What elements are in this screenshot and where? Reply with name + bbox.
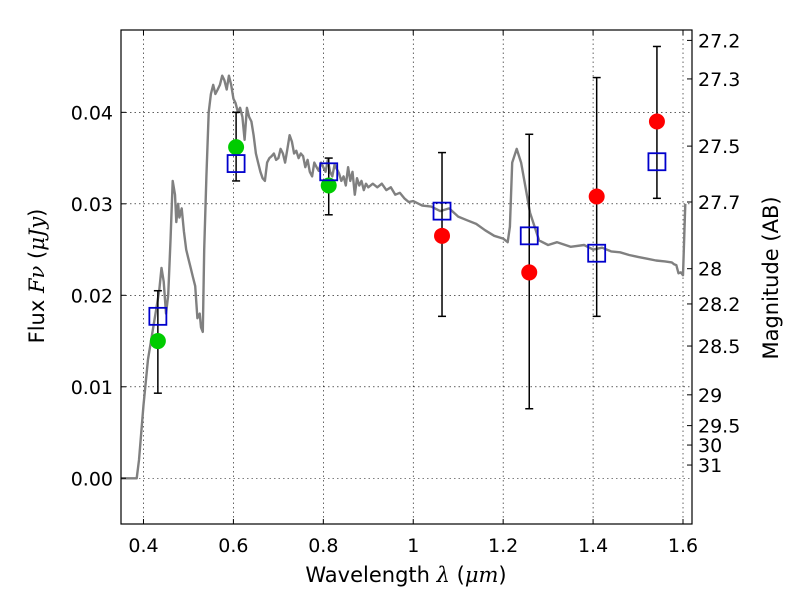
model-square-6 <box>647 152 667 172</box>
plot-frame <box>120 29 693 525</box>
mag-tick-label: 30 <box>698 435 722 457</box>
mag-tick-label: 27.5 <box>698 136 740 158</box>
y-tick-label: 0.01 <box>71 377 113 399</box>
mag-tick-label: 28.5 <box>698 336 740 358</box>
model-square-0 <box>148 306 168 326</box>
red-point-1 <box>521 264 538 281</box>
y-tick-label: 0.02 <box>71 285 113 307</box>
model-square-5 <box>587 243 607 263</box>
x-tick-label: 0.4 <box>128 535 158 557</box>
model-sed-layer <box>121 74 687 480</box>
x-tick-label: 0.6 <box>218 535 248 557</box>
mag-tick-label: 28.2 <box>698 294 740 316</box>
mag-tick-label: 27.3 <box>698 69 740 91</box>
y-tick-label: 0.00 <box>71 468 113 490</box>
model-square-2 <box>319 162 339 182</box>
model-square-3 <box>432 201 452 221</box>
x-tick-label: 1.2 <box>488 535 518 557</box>
mag-tick-label: 31 <box>698 455 722 477</box>
green-point-1 <box>228 139 245 156</box>
y-axis-label: Flux Fν (μJy) <box>25 209 49 344</box>
mag-tick-label: 29 <box>698 385 722 407</box>
mag-tick-label: 27.7 <box>698 192 740 214</box>
red-point-3 <box>648 113 665 130</box>
green-point-2 <box>320 177 337 194</box>
x-tick-label: 1.6 <box>668 535 698 557</box>
y-tick-label: 0.03 <box>71 194 113 216</box>
x-axis-label: Wavelength λ (μm) <box>305 563 506 587</box>
ticks: 0.4 0.6 0.8 1 1.2 1.4 1.6 0.00 0.01 0.02 0.03 0.04 2… <box>71 30 740 557</box>
mag-tick-label: 28 <box>698 259 722 281</box>
y2-axis-label: Magnitude (AB) <box>759 196 783 359</box>
points-layer <box>148 113 667 350</box>
mag-tick-label: 27.2 <box>698 30 740 52</box>
model-sed-line <box>121 74 687 480</box>
model-square-1 <box>226 154 246 173</box>
grid <box>121 30 692 524</box>
red-point-0 <box>434 227 451 244</box>
y-tick-label: 0.04 <box>71 102 113 124</box>
x-tick-label: 1.4 <box>578 535 608 557</box>
mag-tick-label: 29.5 <box>698 416 740 438</box>
x-tick-label: 1 <box>407 535 419 557</box>
x-tick-label: 0.8 <box>308 535 338 557</box>
green-point-0 <box>149 333 166 350</box>
errorbar-layer <box>153 45 661 410</box>
red-point-2 <box>588 188 605 205</box>
model-square-4 <box>519 226 539 246</box>
